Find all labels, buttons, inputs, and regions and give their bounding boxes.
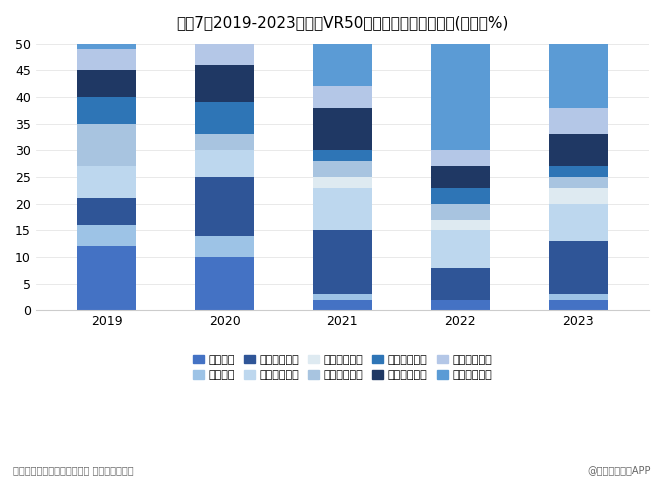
Bar xyxy=(548,300,608,310)
Bar xyxy=(313,87,372,108)
Bar xyxy=(195,102,254,134)
Text: 资料来源：虚拟现实产业联盟 前瞻产业研究院: 资料来源：虚拟现实产业联盟 前瞻产业研究院 xyxy=(13,465,134,475)
Title: 图表7：2019-2023年中国VR50强企业产业链分布情况(单位：%): 图表7：2019-2023年中国VR50强企业产业链分布情况(单位：%) xyxy=(176,15,509,30)
Bar xyxy=(77,70,136,97)
Bar xyxy=(548,241,608,294)
Bar xyxy=(548,134,608,166)
Bar xyxy=(548,294,608,300)
Bar xyxy=(313,230,372,294)
Bar xyxy=(431,151,490,166)
Text: @前瞻经济学人APP: @前瞻经济学人APP xyxy=(587,465,651,475)
Bar xyxy=(77,97,136,124)
Bar xyxy=(548,188,608,204)
Bar xyxy=(313,151,372,161)
Bar xyxy=(77,43,136,49)
Bar xyxy=(431,188,490,204)
Bar xyxy=(313,161,372,177)
Bar xyxy=(77,166,136,198)
Bar xyxy=(431,204,490,220)
Bar xyxy=(548,43,608,108)
Bar xyxy=(195,177,254,236)
Bar xyxy=(77,124,136,166)
Bar xyxy=(313,300,372,310)
Bar xyxy=(77,49,136,70)
Bar xyxy=(313,188,372,230)
Bar xyxy=(548,166,608,177)
Bar xyxy=(313,294,372,300)
Bar xyxy=(195,236,254,257)
Bar xyxy=(195,151,254,177)
Bar xyxy=(548,204,608,241)
Bar xyxy=(313,43,372,87)
Bar xyxy=(431,220,490,230)
Bar xyxy=(431,230,490,268)
Bar xyxy=(195,43,254,65)
Bar xyxy=(431,300,490,310)
Bar xyxy=(195,257,254,310)
Bar xyxy=(77,246,136,310)
Bar xyxy=(77,225,136,246)
Bar xyxy=(548,108,608,134)
Bar xyxy=(195,134,254,151)
Bar xyxy=(313,177,372,188)
Bar xyxy=(77,198,136,225)
Bar xyxy=(195,65,254,102)
Bar xyxy=(431,166,490,188)
Bar xyxy=(548,177,608,188)
Bar xyxy=(431,43,490,151)
Bar xyxy=(431,268,490,300)
Bar xyxy=(313,108,372,151)
Legend: 整机设备, 分发平台, 行业解决方案, 近眼显示技术, 开发工具软件, 教育培训应用, 文化旅游应用, 工业生产应用, 体育健康应用, 智慧城市应用: 整机设备, 分发平台, 行业解决方案, 近眼显示技术, 开发工具软件, 教育培训… xyxy=(189,350,496,385)
